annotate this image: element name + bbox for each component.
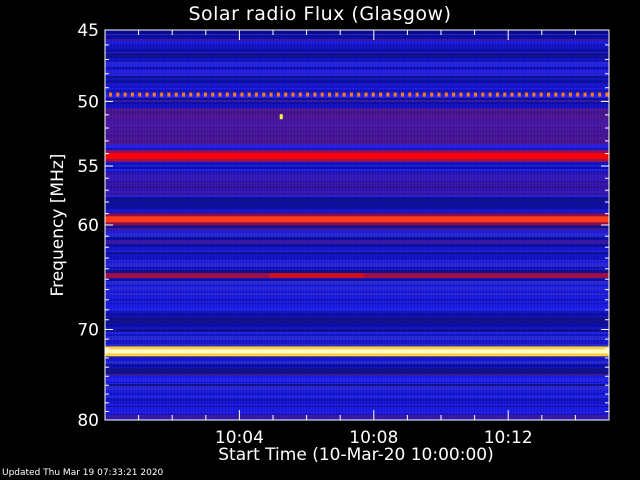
emission-dot <box>335 92 339 97</box>
y-tick-label: 70 <box>77 320 99 340</box>
emission-dot <box>320 92 324 97</box>
x-tick-label: 10:12 <box>484 428 533 448</box>
emission-dot <box>306 92 310 97</box>
emission-dot <box>218 92 222 97</box>
emission-dot <box>517 92 521 97</box>
emission-band-burst <box>269 273 364 279</box>
emission-dot <box>174 92 178 97</box>
emission-dot <box>349 92 353 97</box>
emission-dot <box>510 92 514 97</box>
x-tick-label: 10:04 <box>215 428 264 448</box>
emission-dot <box>145 92 149 97</box>
emission-dot <box>590 92 594 97</box>
emission-dot <box>276 92 280 97</box>
emission-dot <box>291 92 295 97</box>
emission-dot <box>539 92 543 97</box>
updated-timestamp: Updated Thu Mar 19 07:33:21 2020 <box>2 468 164 478</box>
emission-dot <box>357 92 361 97</box>
emission-dot <box>437 92 441 97</box>
emission-dot <box>130 92 134 97</box>
emission-dot <box>583 92 587 97</box>
emission-dot <box>116 92 120 97</box>
emission-dot <box>422 92 426 97</box>
emission-dot <box>532 92 536 97</box>
emission-dot <box>495 92 499 97</box>
y-tick-label: 80 <box>77 411 99 431</box>
emission-dot <box>211 92 215 97</box>
emission-dot <box>298 92 302 97</box>
emission-dot <box>138 92 142 97</box>
x-axis-label: Start Time (10-Mar-20 10:00:00) <box>218 445 494 465</box>
emission-dot <box>576 92 580 97</box>
emission-dot <box>342 92 346 97</box>
x-axis-ticks: 10:04 10:08 10:12 <box>138 30 576 448</box>
emission-dot <box>364 92 368 97</box>
emission-dot <box>109 92 112 97</box>
emission-dot <box>598 92 602 97</box>
burst-spot <box>279 114 283 120</box>
emission-band <box>105 153 609 160</box>
emission-bands <box>105 92 609 357</box>
emission-dot <box>182 92 185 97</box>
emission-dot <box>488 92 492 97</box>
y-tick-label: 50 <box>77 92 99 112</box>
emission-dot <box>452 92 456 97</box>
emission-dot <box>313 92 317 97</box>
emission-dot <box>233 92 237 97</box>
emission-dot <box>386 92 390 97</box>
y-tick-label: 55 <box>77 157 99 177</box>
emission-dot <box>196 92 200 97</box>
emission-dot <box>525 92 529 97</box>
emission-dot <box>240 92 244 97</box>
emission-dot <box>547 92 550 97</box>
emission-dot <box>203 92 207 97</box>
emission-dot <box>379 92 383 97</box>
emission-dot <box>561 92 565 97</box>
emission-dot <box>393 92 397 97</box>
emission-dot <box>503 92 507 97</box>
emission-dot <box>123 92 127 97</box>
emission-dot <box>269 92 273 97</box>
chart-title: Solar radio Flux (Glasgow) <box>188 3 452 25</box>
emission-dot <box>466 92 470 97</box>
emission-band <box>105 349 609 354</box>
emission-dot <box>474 92 477 97</box>
emission-dot <box>160 92 164 97</box>
emission-dot <box>262 92 266 97</box>
emission-dot <box>225 92 229 97</box>
emission-dot <box>167 92 171 97</box>
y-tick-label: 45 <box>77 21 99 41</box>
emission-dot <box>444 92 448 97</box>
emission-dot <box>152 92 156 97</box>
emission-dot <box>247 92 251 97</box>
y-axis-ticks: 45 50 55 60 70 80 <box>77 21 609 431</box>
emission-dot <box>481 92 485 97</box>
emission-dot <box>408 92 412 97</box>
emission-dot <box>415 92 419 97</box>
emission-dot <box>430 92 434 97</box>
emission-dot <box>459 92 463 97</box>
emission-dot <box>255 92 258 97</box>
emission-band <box>105 216 609 223</box>
emission-dot <box>371 92 375 97</box>
y-tick-label: 60 <box>77 216 99 236</box>
emission-dot <box>605 92 609 97</box>
emission-dot <box>401 92 404 97</box>
emission-dot <box>284 92 288 97</box>
x-tick-label: 10:08 <box>349 428 398 448</box>
emission-dot <box>189 92 193 97</box>
emission-dot <box>568 92 572 97</box>
emission-dot <box>554 92 558 97</box>
emission-dot <box>328 92 331 97</box>
